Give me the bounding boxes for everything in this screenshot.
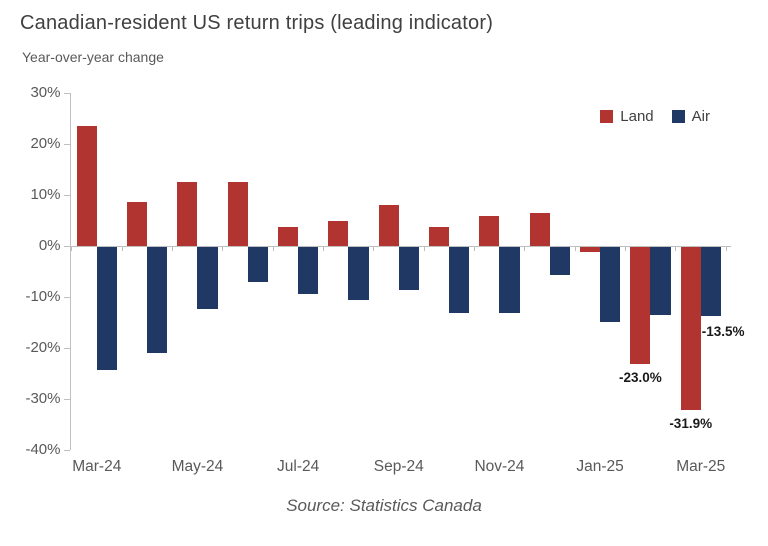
bar-land-Nov-24 bbox=[479, 216, 500, 246]
x-axis-label: Nov-24 bbox=[474, 458, 525, 475]
x-axis-tick bbox=[725, 247, 727, 251]
bar-air-Aug-24 bbox=[348, 247, 369, 301]
legend-label-air: Air bbox=[691, 108, 710, 125]
legend-label-land: Land bbox=[620, 108, 654, 125]
chart-title: Canadian-resident US return trips (leadi… bbox=[20, 12, 494, 34]
y-axis-tick bbox=[63, 144, 70, 145]
bar-land-Jan-25 bbox=[580, 247, 601, 253]
x-axis-tick bbox=[474, 247, 476, 251]
bar-air-May-24 bbox=[197, 247, 218, 309]
bar-land-Jun-24 bbox=[227, 182, 248, 246]
data-label: -13.5% bbox=[701, 323, 745, 339]
bar-land-Aug-24 bbox=[328, 220, 349, 246]
x-axis-tick bbox=[71, 247, 73, 251]
x-axis-tick bbox=[323, 247, 325, 251]
source-note: Source: Statistics Canada bbox=[286, 496, 482, 515]
bar-land-Apr-24 bbox=[127, 201, 148, 246]
y-axis-label: -40% bbox=[25, 441, 61, 458]
x-axis-tick bbox=[222, 247, 224, 251]
x-axis-tick bbox=[524, 247, 526, 251]
x-axis-label: Jan-25 bbox=[576, 458, 624, 475]
land-swatch-icon bbox=[600, 110, 614, 123]
legend-item-land: Land bbox=[600, 108, 654, 125]
legend: Land Air bbox=[0, 108, 710, 125]
y-axis-tick bbox=[63, 246, 70, 247]
data-label: -23.0% bbox=[618, 370, 662, 386]
bar-air-Nov-24 bbox=[499, 247, 520, 314]
x-axis-line bbox=[69, 246, 731, 247]
y-axis-label: 10% bbox=[30, 186, 61, 203]
y-axis-label: 30% bbox=[30, 84, 61, 101]
legend-item-air: Air bbox=[671, 108, 710, 125]
x-axis-tick bbox=[574, 247, 576, 251]
y-axis-label: -30% bbox=[25, 390, 61, 407]
bar-land-Feb-25 bbox=[630, 247, 651, 365]
y-axis-tick bbox=[63, 297, 70, 298]
x-axis-tick bbox=[272, 247, 274, 251]
bar-air-Mar-24 bbox=[96, 247, 117, 371]
bar-air-Jul-24 bbox=[298, 247, 319, 295]
y-axis-label: 20% bbox=[30, 135, 61, 152]
bar-air-Oct-24 bbox=[449, 247, 470, 314]
x-axis-tick bbox=[172, 247, 174, 251]
x-axis-label: May-24 bbox=[171, 458, 224, 475]
air-swatch-icon bbox=[671, 110, 685, 123]
chart-subtitle: Year-over-year change bbox=[22, 49, 164, 65]
x-axis-label: Mar-25 bbox=[676, 458, 726, 475]
y-axis-tick bbox=[63, 93, 70, 94]
y-axis-label: -10% bbox=[25, 288, 61, 305]
bar-air-Jan-25 bbox=[600, 247, 621, 323]
x-axis-label: Sep-24 bbox=[373, 458, 424, 475]
bar-land-Mar-24 bbox=[76, 126, 97, 246]
data-label: -31.9% bbox=[669, 415, 713, 431]
bar-air-Feb-25 bbox=[650, 247, 671, 315]
x-axis-tick bbox=[423, 247, 425, 251]
bar-air-Dec-24 bbox=[549, 247, 570, 275]
y-axis-label: -20% bbox=[25, 339, 61, 356]
y-axis-label: 0% bbox=[38, 237, 61, 254]
bar-land-Mar-25 bbox=[680, 247, 701, 410]
bar-air-Mar-25 bbox=[700, 247, 721, 316]
bar-land-Sep-24 bbox=[378, 205, 399, 246]
bar-air-Jun-24 bbox=[247, 247, 268, 282]
x-axis-label: Jul-24 bbox=[277, 458, 320, 475]
bar-land-Jul-24 bbox=[278, 227, 299, 246]
bar-land-May-24 bbox=[177, 182, 198, 246]
bar-land-Oct-24 bbox=[429, 226, 450, 246]
y-axis-tick bbox=[63, 450, 70, 451]
x-axis-tick bbox=[373, 247, 375, 251]
y-axis-tick bbox=[63, 195, 70, 196]
bar-air-Apr-24 bbox=[147, 247, 168, 354]
y-axis-line bbox=[69, 93, 71, 450]
bar-air-Sep-24 bbox=[398, 247, 419, 290]
bar-land-Dec-24 bbox=[529, 212, 550, 246]
x-axis-label: Mar-24 bbox=[72, 458, 122, 475]
y-axis-tick bbox=[63, 399, 70, 400]
x-axis-tick bbox=[675, 247, 677, 251]
x-axis-tick bbox=[121, 247, 123, 251]
x-axis-tick bbox=[625, 247, 627, 251]
y-axis-tick bbox=[63, 348, 70, 349]
